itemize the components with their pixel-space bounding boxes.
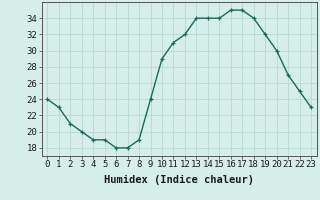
X-axis label: Humidex (Indice chaleur): Humidex (Indice chaleur) [104,175,254,185]
